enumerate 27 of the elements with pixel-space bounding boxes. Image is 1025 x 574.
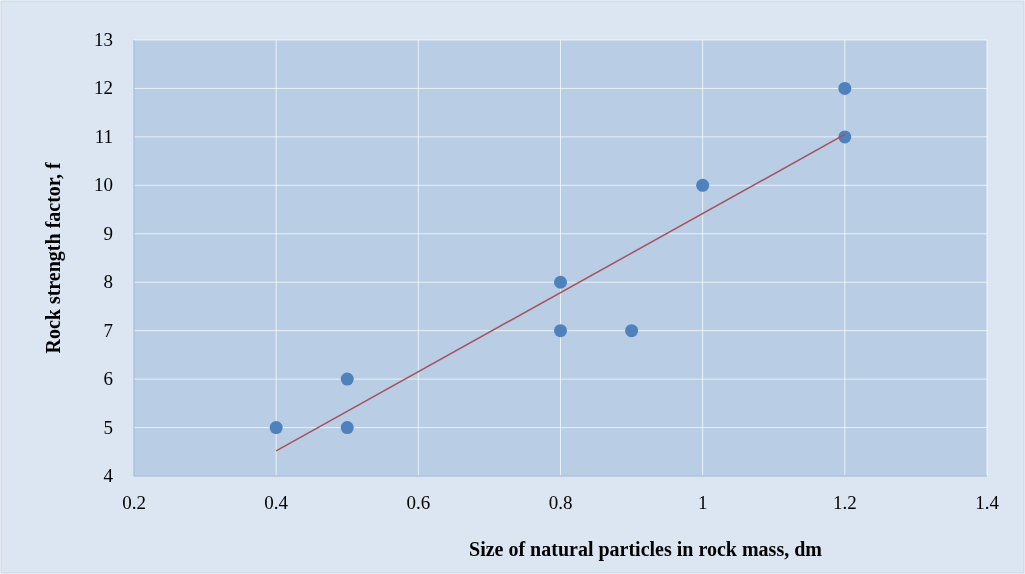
y-axis-title: Rock strength factor, f	[42, 162, 65, 354]
point	[554, 324, 567, 338]
x-tick-label: 1.4	[975, 492, 1000, 513]
point	[838, 81, 852, 95]
point	[696, 178, 710, 192]
x-tick-label: 1	[697, 492, 708, 513]
y-tick-label: 9	[103, 222, 113, 244]
point	[554, 275, 567, 289]
y-tick-label: 6	[103, 368, 113, 390]
x-tick-label: 1.2	[832, 492, 857, 513]
y-tick-label: 5	[103, 416, 113, 438]
point	[340, 372, 354, 386]
y-tick-label: 13	[94, 29, 113, 50]
x-axis-title: Size of natural particles in rock mass, dm	[469, 538, 823, 561]
point	[340, 421, 354, 435]
x-tick-label: 0.8	[548, 492, 573, 513]
x-tick-label: 0.4	[264, 492, 289, 513]
y-tick-label: 10	[94, 174, 113, 196]
y-tick-label: 12	[94, 77, 113, 99]
y-tick-label: 4	[103, 465, 114, 486]
x-tick-label: 0.6	[406, 492, 431, 513]
y-tick-label: 7	[103, 319, 113, 341]
y-tick-label: 8	[103, 271, 113, 293]
point	[625, 324, 639, 338]
y-tick-label: 11	[94, 125, 113, 147]
point	[269, 421, 283, 435]
x-tick-label: 0.2	[122, 492, 146, 513]
